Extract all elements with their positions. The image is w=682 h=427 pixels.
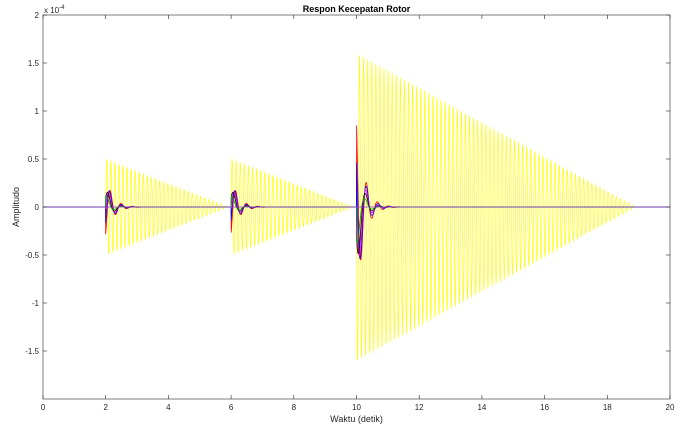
y-exponent-power: -4 — [59, 5, 65, 11]
y-tick-label: -0.5 — [25, 251, 39, 260]
y-tick-label: 0 — [35, 203, 40, 212]
x-tick-label: 6 — [229, 403, 234, 412]
x-tick-label: 18 — [603, 403, 612, 412]
x-tick-label: 16 — [540, 403, 549, 412]
y-axis-label: Amplitudo — [11, 187, 21, 227]
x-tick-label: 12 — [415, 403, 424, 412]
series-layer — [42, 55, 671, 361]
x-tick-label: 4 — [166, 403, 171, 412]
chart-title: Respon Kecepatan Rotor — [303, 4, 411, 14]
y-tick-label: 0.5 — [28, 155, 40, 164]
y-tick-label: -1.5 — [25, 347, 39, 356]
x-tick-label: 10 — [352, 403, 361, 412]
y-exponent-base: x 10 — [44, 6, 60, 15]
x-axis-label: Waktu (detik) — [330, 414, 383, 424]
x-tick-label: 20 — [666, 403, 675, 412]
y-tick-label: 2 — [35, 11, 40, 20]
x-tick-label: 0 — [41, 403, 46, 412]
y-tick-label: 1 — [35, 107, 40, 116]
x-tick-label: 14 — [477, 403, 486, 412]
y-axis: -1.5 -1 -0.5 0 0.5 1 1.5 2 — [25, 11, 670, 356]
y-tick-label: -1 — [32, 299, 40, 308]
x-axis: 0 2 4 6 8 10 12 14 16 18 20 — [41, 15, 675, 412]
x-tick-label: 2 — [103, 403, 108, 412]
y-exponent-label: x 10-4 — [44, 5, 65, 15]
x-tick-label: 8 — [292, 403, 297, 412]
y-tick-label: 1.5 — [28, 59, 40, 68]
